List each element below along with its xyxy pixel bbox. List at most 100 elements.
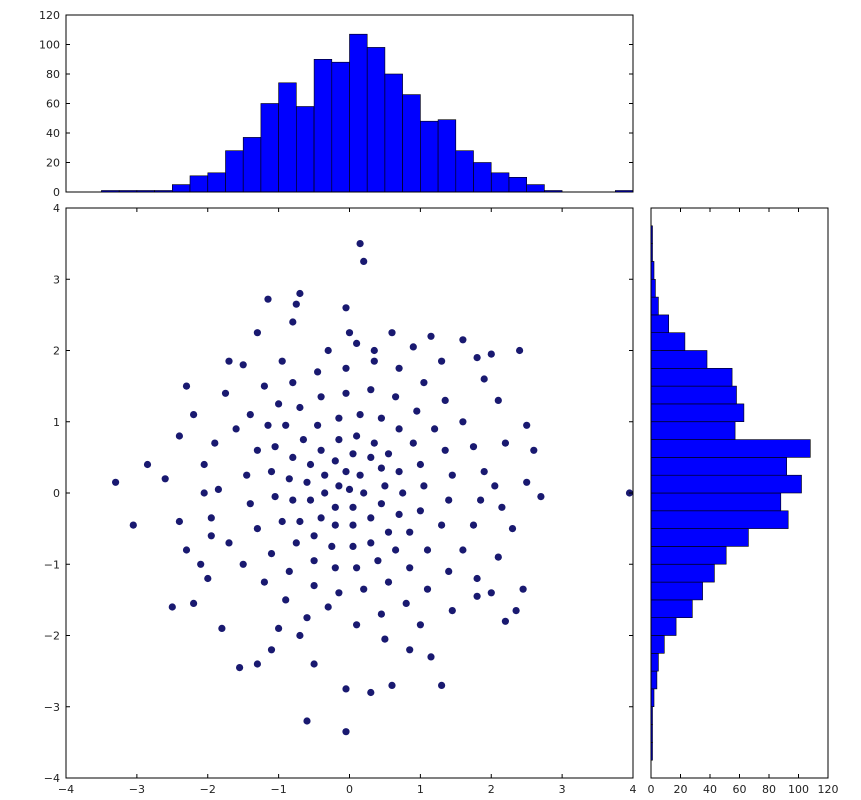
right-histogram-bar: [650, 635, 665, 654]
scatter-point: [335, 414, 343, 422]
top-histogram-bar: [189, 175, 209, 193]
top-histogram-bar: [313, 58, 333, 193]
scatter-point: [221, 389, 230, 397]
top-histogram-bar: [207, 172, 226, 193]
top-histogram-bar: [349, 33, 368, 193]
scatter-point: [225, 539, 233, 547]
scatter-y-tick-label: −3: [44, 701, 60, 714]
scatter-point: [438, 521, 446, 529]
scatter-point: [253, 660, 261, 668]
scatter-point: [399, 489, 407, 497]
right-histogram-x-tick-label: 100: [788, 783, 809, 796]
scatter-x-tick-label: 0: [346, 783, 353, 796]
scatter-point: [367, 514, 375, 522]
scatter-point: [381, 482, 389, 490]
scatter-point: [218, 624, 226, 633]
scatter-point: [342, 468, 350, 476]
scatter-point: [367, 688, 375, 697]
scatter-point: [402, 599, 410, 608]
scatter-point: [392, 546, 400, 554]
right-histogram-x-tick-label: 120: [818, 783, 839, 796]
right-histogram-bar: [650, 314, 670, 333]
scatter-point: [267, 550, 276, 558]
scatter-y-tick-label: −1: [44, 558, 60, 571]
right-histogram-bar: [650, 350, 708, 369]
scatter-point: [491, 482, 499, 490]
top-histogram-y-tick-label: 80: [46, 68, 60, 81]
scatter-point: [459, 336, 467, 344]
right-histogram-bar: [650, 492, 782, 512]
scatter-point: [501, 617, 509, 625]
scatter-point: [292, 300, 300, 308]
scatter-point: [253, 446, 261, 454]
right-histogram-bar: [650, 439, 811, 458]
scatter-point: [182, 546, 191, 554]
top-histogram-bar: [331, 61, 350, 193]
right-histogram-bar: [650, 457, 787, 476]
right-histogram-bar: [650, 617, 677, 636]
scatter-point: [278, 357, 286, 365]
top-histogram-bar: [420, 120, 439, 193]
right-histogram-frame: [650, 207, 829, 779]
scatter-point: [306, 496, 315, 504]
scatter-point: [508, 525, 517, 533]
scatter-point: [296, 403, 304, 412]
scatter-point: [438, 357, 446, 365]
right-histogram-bar: [650, 278, 656, 298]
top-histogram-bar: [242, 137, 262, 193]
scatter-point: [384, 578, 393, 586]
scatter-point: [303, 717, 311, 725]
scatter-point: [349, 542, 357, 551]
scatter-point: [420, 482, 428, 490]
scatter-point: [264, 421, 272, 429]
scatter-point: [516, 346, 524, 355]
scatter-point: [353, 564, 361, 572]
right-histogram-bar: [650, 670, 658, 690]
scatter-point: [236, 664, 244, 672]
scatter-point: [409, 343, 417, 351]
scatter-point: [494, 553, 502, 561]
scatter-x-ticks: −4 −3 −2 −1 0 1 2 3 4: [58, 208, 637, 796]
top-histogram-y-tick-label: 120: [39, 9, 60, 22]
scatter-point: [207, 514, 215, 522]
scatter-point: [438, 681, 446, 690]
scatter-point: [445, 496, 453, 504]
scatter-point: [324, 346, 332, 355]
scatter-point: [342, 389, 350, 397]
scatter-point: [395, 510, 403, 518]
scatter-points: [112, 240, 634, 736]
scatter-point: [423, 546, 432, 554]
right-histogram-bar: [650, 474, 802, 494]
scatter-point: [271, 493, 279, 501]
scatter-x-tick-label: 2: [488, 783, 495, 796]
scatter-point: [406, 528, 414, 536]
scatter-point: [303, 478, 311, 486]
scatter-point: [409, 439, 417, 447]
scatter-point: [423, 585, 432, 593]
scatter-point: [480, 375, 488, 383]
scatter-point: [345, 485, 354, 493]
right-histogram-bar: [650, 510, 789, 529]
scatter-point: [377, 464, 385, 472]
scatter-point: [310, 557, 318, 565]
scatter-point: [519, 585, 527, 593]
scatter-point: [441, 446, 449, 454]
top-histogram-frame: [65, 14, 634, 193]
scatter-x-tick-label: −4: [58, 783, 74, 796]
scatter-point: [285, 567, 293, 576]
scatter-point: [480, 468, 488, 476]
scatter-point: [271, 443, 279, 451]
scatter-point: [388, 329, 396, 337]
scatter-point: [349, 521, 357, 529]
scatter-point: [282, 596, 290, 604]
scatter-point: [296, 517, 304, 526]
scatter-point: [335, 482, 343, 490]
right-histogram-x-ticks: 0 20 40 60 80 100 120: [648, 208, 839, 796]
right-histogram-bar: [650, 563, 715, 583]
scatter-point: [523, 478, 531, 486]
scatter-point: [310, 532, 318, 540]
scatter-point: [349, 450, 357, 458]
scatter-point: [345, 329, 354, 337]
right-histogram-bar: [650, 546, 727, 565]
scatter-point: [211, 439, 219, 447]
